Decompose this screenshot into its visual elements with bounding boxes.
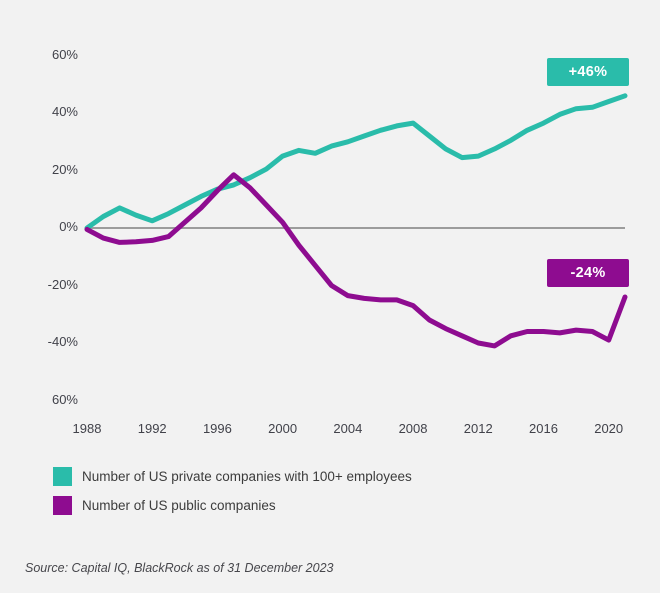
x-axis-tick-label: 2004	[333, 421, 363, 436]
x-axis-tick-label: 2008	[398, 421, 428, 436]
line-chart	[84, 93, 628, 349]
y-axis-tick-label: -20%	[47, 276, 78, 292]
x-axis-tick-label: 1992	[137, 421, 167, 436]
x-axis-tick-label: 2016	[529, 421, 558, 436]
public-series-badge: -24%	[547, 259, 629, 287]
y-axis-tick-label: 60%	[51, 46, 78, 62]
y-axis-tick-label: -40%	[47, 334, 78, 349]
x-axis-tick-label: 2000	[268, 421, 298, 436]
x-axis-tick-label: 2020	[594, 421, 624, 436]
legend-item-public: Number of US public companies	[53, 496, 412, 515]
legend-label-private: Number of US private companies with 100+…	[82, 469, 412, 484]
y-axis-tick-label: 60%	[51, 391, 78, 407]
public-series-line	[84, 172, 628, 349]
private-series-badge: +46%	[547, 58, 629, 86]
x-axis-tick-label: 1996	[202, 421, 232, 436]
x-axis-tick-label: 2012	[463, 421, 493, 436]
x-axis-tick-label: 1988	[72, 421, 102, 436]
private-series-swatch	[53, 467, 72, 486]
private-series-line	[84, 93, 628, 231]
legend: Number of US private companies with 100+…	[53, 467, 412, 515]
legend-label-public: Number of US public companies	[82, 498, 276, 513]
y-axis-tick-label: 20%	[51, 161, 78, 177]
y-axis-tick-label: 40%	[51, 104, 78, 119]
public-series-swatch	[53, 496, 72, 515]
source-note: Source: Capital IQ, BlackRock as of 31 D…	[25, 561, 334, 575]
legend-item-private: Number of US private companies with 100+…	[53, 467, 412, 486]
y-axis-tick-label: 0%	[59, 219, 78, 234]
